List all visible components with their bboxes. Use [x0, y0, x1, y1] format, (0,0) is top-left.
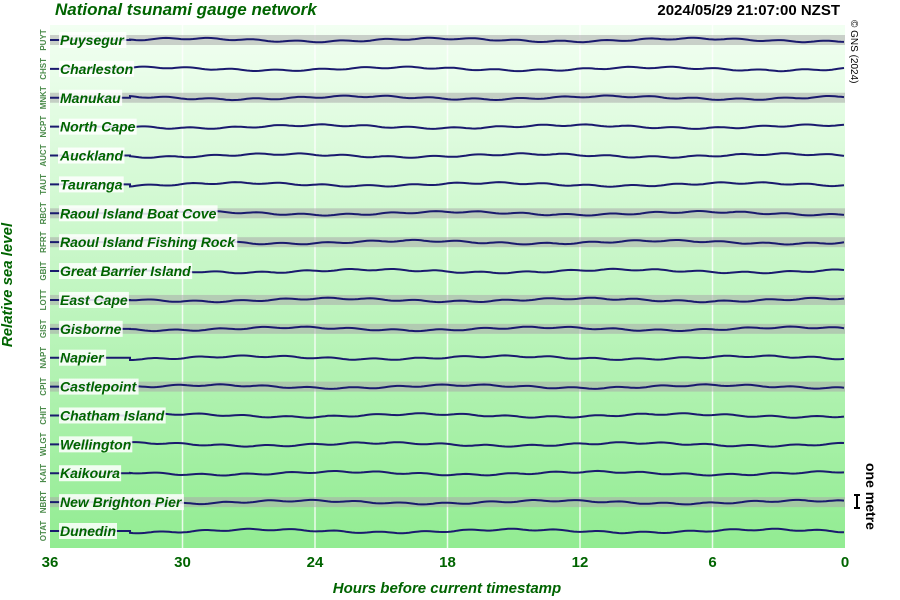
station-name-bg — [59, 291, 129, 308]
gauge-trace — [50, 36, 845, 44]
gauge-trace — [50, 296, 845, 304]
y-axis-label: Relative sea level — [0, 222, 16, 347]
gauge-trace — [50, 441, 845, 448]
noise-band — [50, 237, 845, 248]
x-tick-label: 24 — [307, 554, 324, 571]
station-code: NCPT — [39, 116, 48, 138]
noise-band — [50, 381, 845, 392]
station-name-bg — [59, 320, 123, 337]
gauge-trace — [50, 325, 845, 333]
station-name: Puysegur — [60, 32, 125, 48]
station-name: Tauranga — [60, 176, 123, 192]
gauge-trace — [50, 94, 845, 102]
station-code: AUCT — [39, 144, 48, 166]
station-code: CHST — [39, 58, 48, 80]
station-code: CHIT — [39, 406, 48, 425]
station-name-bg — [59, 407, 166, 424]
station-name: Great Barrier Island — [60, 263, 191, 279]
noise-band — [50, 208, 845, 219]
chart-title: National tsunami gauge network — [55, 0, 318, 19]
gauge-trace — [50, 65, 845, 73]
station-name: Manukau — [60, 90, 121, 106]
station-name-bg — [59, 60, 135, 77]
station-name: Napier — [60, 350, 105, 366]
station-name-bg — [59, 118, 137, 135]
x-tick-label: 36 — [42, 554, 59, 571]
station-name-bg — [59, 176, 124, 193]
station-code: MNKT — [39, 86, 48, 109]
gauge-trace — [50, 238, 845, 246]
station-name-bg — [59, 465, 122, 482]
station-name: Gisborne — [60, 321, 122, 337]
station-name: Charleston — [60, 61, 133, 77]
x-tick-label: 30 — [174, 554, 191, 571]
gauge-trace — [50, 383, 845, 390]
station-code: TAUT — [39, 174, 48, 195]
station-name-bg — [59, 234, 238, 251]
gauge-trace — [50, 210, 845, 217]
station-name: Auckland — [59, 148, 123, 164]
station-name: Raoul Island Fishing Rock — [60, 234, 236, 250]
station-code: WLGT — [39, 432, 48, 456]
gauge-trace — [50, 123, 845, 130]
station-code: CPIT — [39, 377, 48, 395]
station-name-bg — [58, 147, 125, 164]
station-name: Kaikoura — [60, 465, 120, 481]
station-code: PUYT — [39, 29, 48, 50]
x-axis-label: Hours before current timestamp — [333, 580, 561, 597]
station-name: Castlepoint — [60, 379, 138, 395]
station-code: KAIT — [39, 464, 48, 483]
station-name-bg — [59, 89, 123, 106]
copyright: © GNS (2024) — [848, 20, 859, 84]
timestamp: 2024/05/29 21:07:00 NZST — [657, 2, 840, 19]
station-name: Dunedin — [60, 523, 116, 539]
noise-band — [50, 294, 845, 305]
gauge-trace — [50, 181, 845, 188]
station-name: North Cape — [60, 119, 136, 135]
station-code: OTAT — [39, 521, 48, 542]
x-tick-label: 0 — [841, 554, 849, 571]
station-code: LOTT — [39, 289, 48, 310]
station-code: NBRT — [39, 491, 48, 513]
station-name: Wellington — [60, 436, 131, 452]
noise-band — [50, 92, 845, 103]
station-name-bg — [59, 349, 107, 366]
gauge-trace — [50, 469, 845, 477]
station-code: GBIT — [39, 261, 48, 280]
x-tick-label: 18 — [439, 554, 456, 571]
gauge-trace — [50, 498, 845, 506]
station-code: RBCT — [39, 202, 48, 224]
x-tick-label: 12 — [572, 554, 589, 571]
station-name-bg — [59, 378, 139, 395]
station-name: Chatham Island — [60, 407, 165, 423]
scale-label: one metre — [863, 463, 879, 530]
station-name: Raoul Island Boat Cove — [60, 205, 217, 221]
gauge-trace — [50, 527, 844, 535]
gauge-trace — [50, 152, 845, 159]
gauge-trace — [50, 354, 845, 361]
station-name: New Brighton Pier — [60, 494, 183, 510]
gauge-trace — [50, 267, 845, 275]
station-code: RFRT — [39, 231, 48, 252]
station-name-bg — [59, 263, 193, 280]
station-name-bg — [59, 494, 184, 511]
station-name: East Cape — [60, 292, 128, 308]
station-code: NAPT — [39, 347, 48, 369]
station-name-bg — [59, 32, 127, 48]
station-name-bg — [59, 523, 117, 539]
station-name-bg — [59, 436, 133, 453]
station-code: GIST — [39, 319, 48, 338]
station-name-bg — [59, 205, 218, 222]
gauge-trace — [50, 412, 845, 419]
x-tick-label: 6 — [708, 554, 716, 571]
